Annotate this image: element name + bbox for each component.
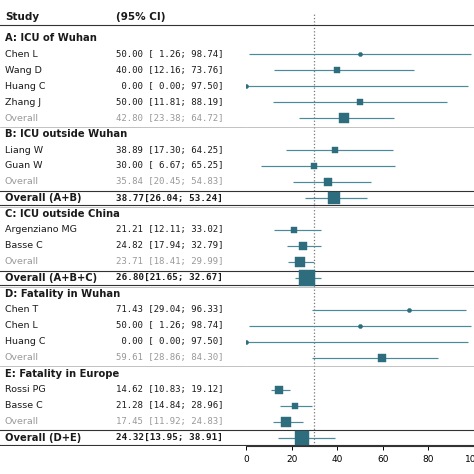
Text: D: Fatality in Wuhan: D: Fatality in Wuhan (5, 289, 120, 299)
Text: Overall: Overall (5, 114, 39, 123)
Text: 17.45 [11.92; 24.83]: 17.45 [11.92; 24.83] (116, 417, 223, 426)
Text: A: ICU of Wuhan: A: ICU of Wuhan (5, 33, 97, 43)
Text: Zhang J: Zhang J (5, 98, 41, 107)
Text: Overall (A+B): Overall (A+B) (5, 193, 82, 203)
Text: 14.62 [10.83; 19.12]: 14.62 [10.83; 19.12] (116, 385, 223, 394)
Text: 24.32[13.95; 38.91]: 24.32[13.95; 38.91] (116, 433, 223, 442)
Text: 21.28 [14.84; 28.96]: 21.28 [14.84; 28.96] (116, 401, 223, 410)
Text: 0.00 [ 0.00; 97.50]: 0.00 [ 0.00; 97.50] (116, 82, 223, 91)
Text: Basse C: Basse C (5, 241, 43, 250)
Text: 23.71 [18.41; 29.99]: 23.71 [18.41; 29.99] (116, 257, 223, 266)
Text: 40.00 [12.16; 73.76]: 40.00 [12.16; 73.76] (116, 65, 223, 74)
Text: B: ICU outside Wuhan: B: ICU outside Wuhan (5, 129, 127, 139)
Text: Wang D: Wang D (5, 65, 42, 74)
Text: Liang W: Liang W (5, 146, 43, 155)
Text: Study: Study (5, 12, 39, 22)
Text: Overall: Overall (5, 353, 39, 362)
Text: 50.00 [11.81; 88.19]: 50.00 [11.81; 88.19] (116, 98, 223, 107)
Text: 59.61 [28.86; 84.30]: 59.61 [28.86; 84.30] (116, 353, 223, 362)
Text: Chen L: Chen L (5, 321, 37, 330)
Text: Guan W: Guan W (5, 162, 42, 171)
Text: 38.89 [17.30; 64.25]: 38.89 [17.30; 64.25] (116, 146, 223, 155)
Text: Huang C: Huang C (5, 82, 46, 91)
Text: Argenziano MG: Argenziano MG (5, 226, 77, 234)
Text: Overall: Overall (5, 257, 39, 266)
Text: Huang C: Huang C (5, 337, 46, 346)
Text: 30.00 [ 6.67; 65.25]: 30.00 [ 6.67; 65.25] (116, 162, 223, 171)
Text: (95% CI): (95% CI) (116, 12, 165, 22)
Text: Overall (D+E): Overall (D+E) (5, 433, 81, 443)
Text: 21.21 [12.11; 33.02]: 21.21 [12.11; 33.02] (116, 226, 223, 234)
Text: Rossi PG: Rossi PG (5, 385, 46, 394)
Text: Overall: Overall (5, 417, 39, 426)
Text: Basse C: Basse C (5, 401, 43, 410)
Text: 35.84 [20.45; 54.83]: 35.84 [20.45; 54.83] (116, 177, 223, 186)
Text: E: Fatality in Europe: E: Fatality in Europe (5, 369, 119, 379)
Text: 42.80 [23.38; 64.72]: 42.80 [23.38; 64.72] (116, 114, 223, 123)
Text: Chen L: Chen L (5, 50, 37, 59)
Text: 24.82 [17.94; 32.79]: 24.82 [17.94; 32.79] (116, 241, 223, 250)
Text: Overall: Overall (5, 177, 39, 186)
Text: 50.00 [ 1.26; 98.74]: 50.00 [ 1.26; 98.74] (116, 50, 223, 59)
Text: C: ICU outside China: C: ICU outside China (5, 209, 120, 219)
Text: Chen T: Chen T (5, 305, 38, 314)
Text: 26.80[21.65; 32.67]: 26.80[21.65; 32.67] (116, 273, 223, 283)
Text: 71.43 [29.04; 96.33]: 71.43 [29.04; 96.33] (116, 305, 223, 314)
Text: 38.77[26.04; 53.24]: 38.77[26.04; 53.24] (116, 193, 223, 202)
Text: 0.00 [ 0.00; 97.50]: 0.00 [ 0.00; 97.50] (116, 337, 223, 346)
Text: Overall (A+B+C): Overall (A+B+C) (5, 273, 97, 283)
Text: 50.00 [ 1.26; 98.74]: 50.00 [ 1.26; 98.74] (116, 321, 223, 330)
